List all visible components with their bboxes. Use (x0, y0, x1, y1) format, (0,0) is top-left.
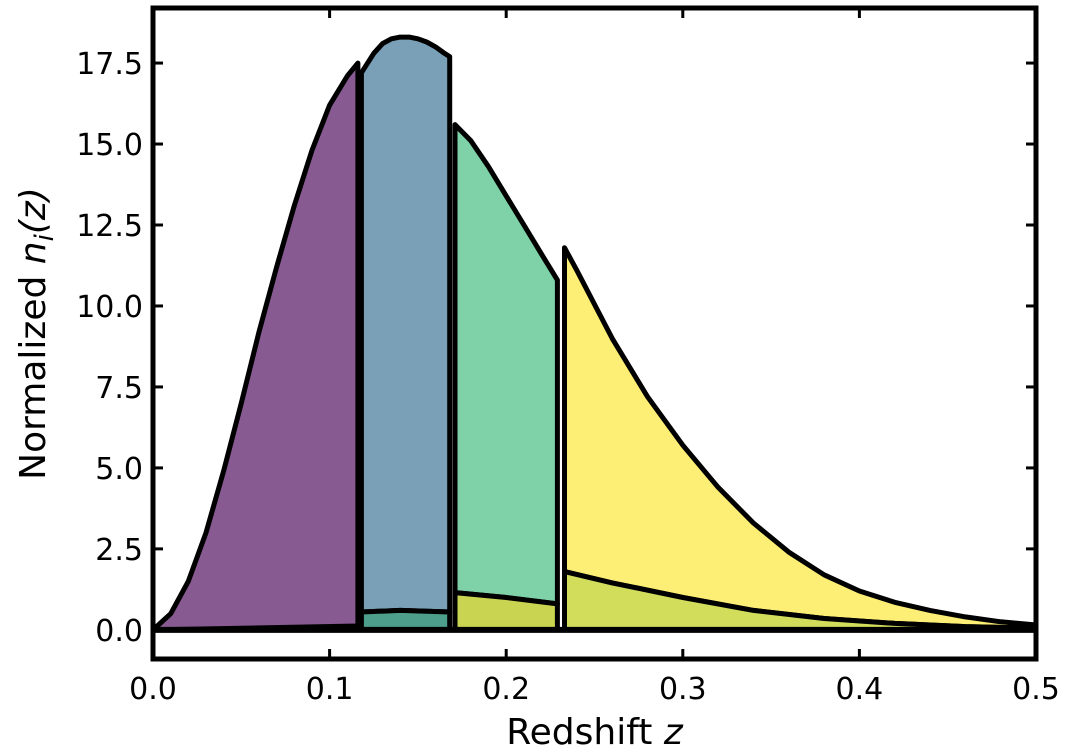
area-band-4 (452, 122, 560, 607)
x-tick-label: 0.2 (482, 672, 530, 707)
x-tick-label: 0.1 (306, 672, 354, 707)
x-axis-label: Redshift z (506, 712, 684, 750)
x-tick-label: 0.5 (1012, 672, 1060, 707)
y-tick-label: 0.0 (95, 614, 143, 649)
y-tick-label: 7.5 (95, 371, 143, 406)
y-tick-label: 5.0 (95, 452, 143, 487)
area-band-1 (150, 60, 361, 633)
y-tick-label: 10.0 (76, 290, 143, 325)
area-band-2 (358, 34, 453, 615)
y-tick-label: 2.5 (95, 533, 143, 568)
area-band-5 (452, 590, 560, 633)
plot-frame (150, 5, 1039, 662)
x-tick-label: 0.3 (659, 672, 707, 707)
area-band-6 (562, 245, 1039, 631)
y-tick-label: 17.5 (76, 47, 143, 82)
y-axis-label: Normalized ni(z) (13, 187, 60, 480)
x-tick-label: 0.0 (129, 672, 177, 707)
x-tick-label: 0.4 (836, 672, 884, 707)
y-tick-label: 15.0 (76, 128, 143, 163)
area-series-group (150, 34, 1039, 633)
y-tick-label: 12.5 (76, 209, 143, 244)
axes-group: 0.0 0.1 0.2 0.3 0.4 0.5 0.0 2.5 5.0 7.5 10.0 12.5 15… (76, 5, 1060, 707)
